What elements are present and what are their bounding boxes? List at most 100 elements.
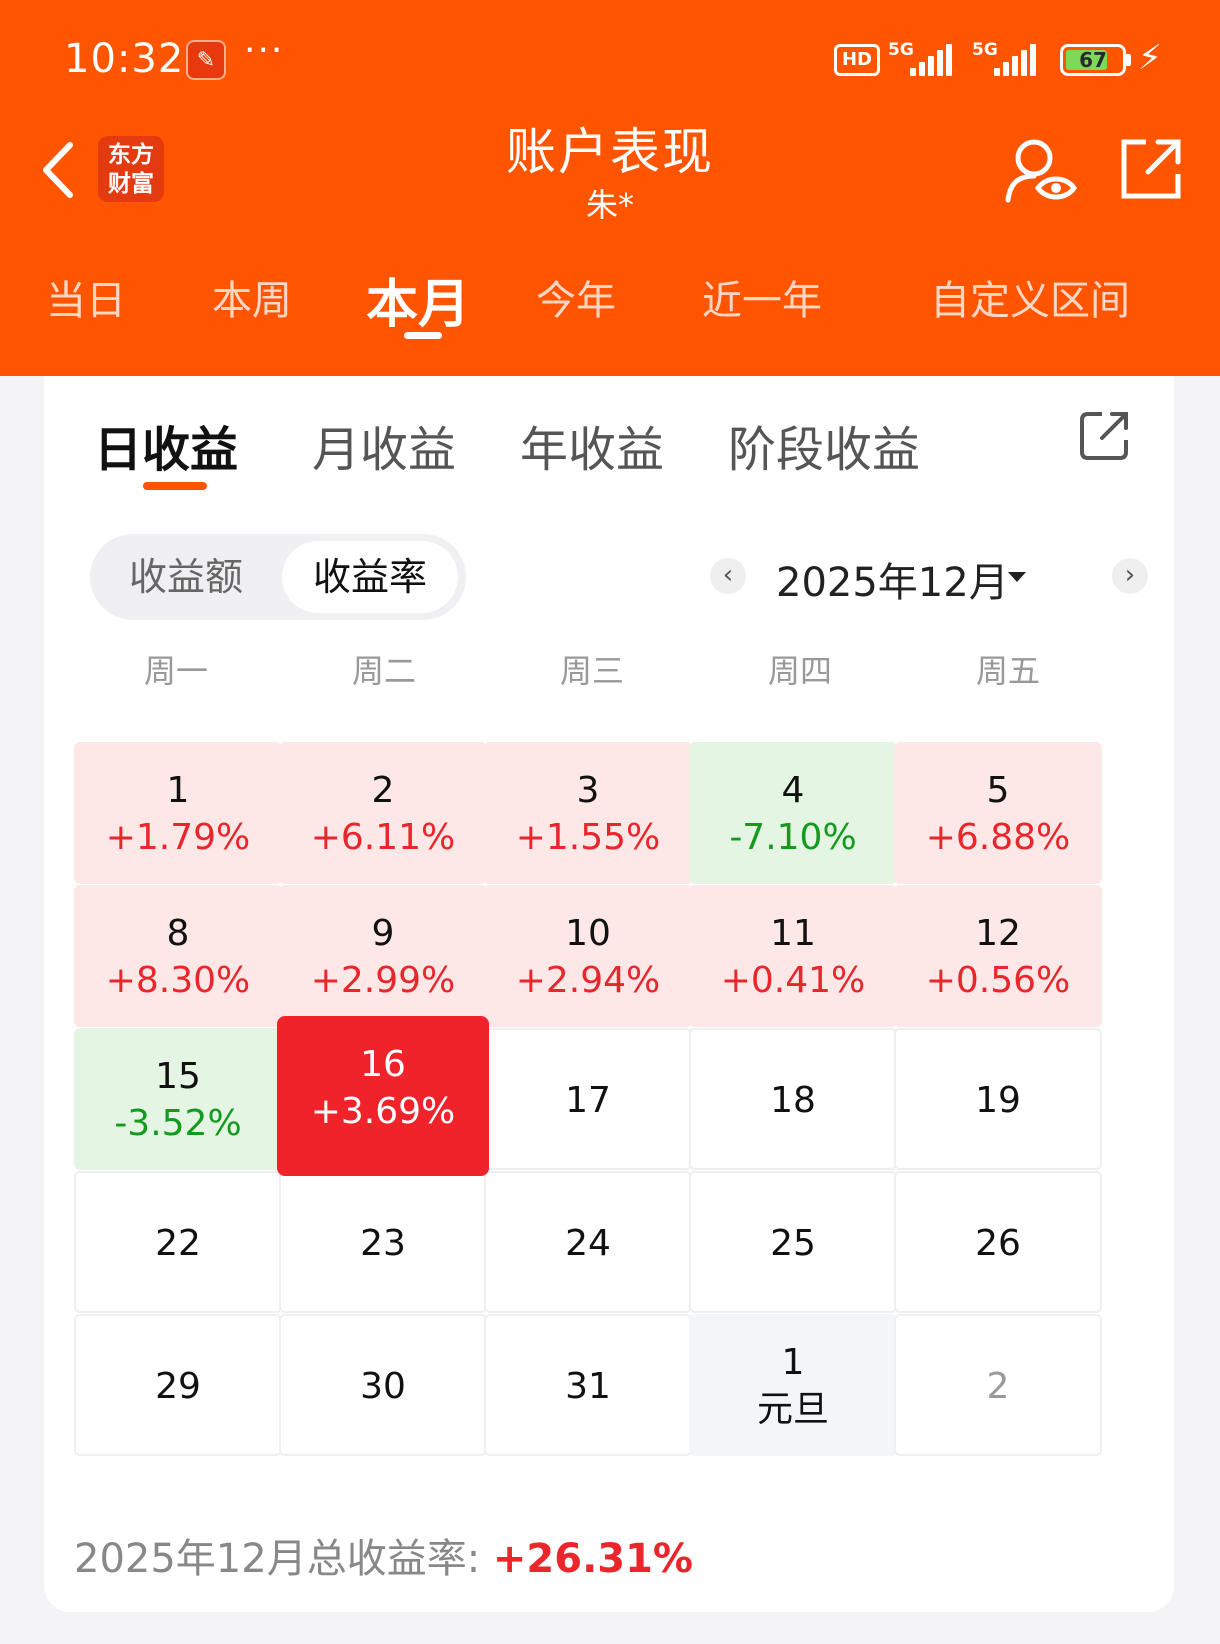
calendar-day-cell[interactable]: 31 — [484, 1314, 692, 1456]
weekday-label: 周二 — [351, 652, 416, 690]
status-time: 10:32 — [64, 36, 185, 82]
weekday-label: 周四 — [767, 652, 832, 690]
tab-this-month[interactable]: 本月 — [366, 275, 471, 335]
app-notification-icon: ✎ — [186, 40, 226, 80]
returns-card: 日收益 月收益 年收益 阶段收益 收益额 收益率 ‹ 2025年12月 › 周一… — [44, 376, 1174, 1612]
status-bar: 10:32 ✎ ··· HD 5G 5G 67 ⚡ — [0, 0, 1220, 120]
day-return-rate: -7.10% — [729, 817, 857, 858]
day-number: 1 — [166, 770, 190, 811]
day-number: 4 — [781, 770, 805, 811]
logo-line1: 东方 — [108, 141, 154, 168]
tab-today[interactable]: 当日 — [46, 278, 126, 324]
calendar-day-cell[interactable]: 4 -7.10% — [689, 742, 897, 884]
day-number: 29 — [155, 1366, 201, 1407]
signal-icon: 5G — [972, 40, 1044, 80]
day-number: 30 — [360, 1366, 406, 1407]
day-return-rate: +0.56% — [925, 960, 1071, 1001]
tab-this-week[interactable]: 本周 — [212, 278, 292, 324]
calendar-day-cell[interactable]: 2 — [894, 1314, 1102, 1456]
signal-icon: 5G — [888, 40, 960, 80]
period-tabs: 当日 本周 本月 今年 近一年 自定义区间 — [0, 262, 1220, 342]
tab-this-year[interactable]: 今年 — [536, 278, 616, 324]
battery-icon: 67 — [1060, 44, 1126, 76]
day-return-rate: +1.55% — [515, 817, 661, 858]
tab-last-year[interactable]: 近一年 — [702, 278, 822, 324]
calendar-day-cell[interactable]: 24 — [484, 1171, 692, 1313]
weekday-header: 周一 周二 周三 周四 周五 — [72, 646, 1146, 690]
tab-yearly-return[interactable]: 年收益 — [520, 422, 665, 478]
share-icon[interactable] — [1118, 136, 1184, 202]
prev-month-icon[interactable]: ‹ — [710, 558, 746, 594]
back-arrow-icon[interactable] — [38, 135, 80, 205]
charging-icon: ⚡ — [1138, 38, 1162, 78]
calendar-day-cell[interactable]: 1 元旦 — [689, 1314, 897, 1456]
day-number: 9 — [371, 913, 395, 954]
weekday-label: 周五 — [975, 652, 1040, 690]
calendar-day-cell[interactable]: 5 +6.88% — [894, 742, 1102, 884]
day-number: 15 — [155, 1056, 201, 1097]
calendar-day-cell[interactable]: 16 +3.69% — [277, 1016, 489, 1176]
day-number: 31 — [565, 1366, 611, 1407]
calendar-day-cell[interactable]: 22 — [74, 1171, 282, 1313]
calendar-day-cell[interactable]: 26 — [894, 1171, 1102, 1313]
weekday-label: 周三 — [559, 652, 624, 690]
holiday-label: 元旦 — [756, 1389, 829, 1430]
calendar-day-cell[interactable]: 19 — [894, 1028, 1102, 1170]
calendar-day-cell[interactable]: 29 — [74, 1314, 282, 1456]
calendar-day-cell[interactable]: 11 +0.41% — [689, 885, 897, 1027]
calendar-day-cell[interactable]: 25 — [689, 1171, 897, 1313]
more-dots-icon: ··· — [244, 30, 285, 71]
day-number: 8 — [166, 913, 190, 954]
tab-period-return[interactable]: 阶段收益 — [728, 422, 921, 478]
calendar-day-cell[interactable]: 2 +6.11% — [279, 742, 487, 884]
metric-toggle: 收益额 收益率 — [90, 534, 466, 620]
calendar-day-cell[interactable]: 10 +2.94% — [484, 885, 692, 1027]
total-return-value: +26.31% — [492, 1536, 694, 1582]
active-tab-indicator — [404, 332, 442, 339]
calendar-day-cell[interactable]: 9 +2.99% — [279, 885, 487, 1027]
day-return-rate: +0.41% — [720, 960, 866, 1001]
logo-line2: 财富 — [108, 170, 154, 197]
tab-daily-return[interactable]: 日收益 — [94, 422, 239, 478]
day-number: 19 — [975, 1080, 1021, 1121]
day-number: 2 — [371, 770, 395, 811]
day-return-rate: +2.94% — [515, 960, 661, 1001]
day-number: 17 — [565, 1080, 611, 1121]
month-navigator: ‹ 2025年12月 › — [710, 536, 1150, 616]
battery-percent: 67 — [1079, 48, 1107, 72]
day-number: 23 — [360, 1223, 406, 1264]
calendar-day-cell[interactable]: 30 — [279, 1314, 487, 1456]
calendar-day-cell[interactable]: 12 +0.56% — [894, 885, 1102, 1027]
page-title: 账户表现 — [506, 123, 714, 181]
day-number: 5 — [986, 770, 1010, 811]
tab-monthly-return[interactable]: 月收益 — [312, 422, 457, 478]
calendar-day-cell[interactable]: 18 — [689, 1028, 897, 1170]
calendar-day-cell[interactable]: 17 — [484, 1028, 692, 1170]
month-selector[interactable]: 2025年12月 — [776, 560, 1009, 606]
calendar-day-cell[interactable]: 23 — [279, 1171, 487, 1313]
day-number: 11 — [770, 913, 816, 954]
user-privacy-eye-icon[interactable] — [1004, 136, 1078, 206]
day-return-rate: +8.30% — [105, 960, 251, 1001]
day-number: 1 — [781, 1342, 805, 1383]
next-month-icon[interactable]: › — [1112, 558, 1148, 594]
share-icon[interactable] — [1078, 408, 1132, 462]
calendar-day-cell[interactable]: 15 -3.52% — [74, 1028, 282, 1170]
tab-custom-range[interactable]: 自定义区间 — [930, 278, 1130, 324]
eastmoney-logo[interactable]: 东方 财富 — [98, 136, 164, 202]
account-name: 朱* — [585, 186, 634, 224]
caret-down-icon[interactable] — [1008, 572, 1026, 582]
calendar-day-cell[interactable]: 8 +8.30% — [74, 885, 282, 1027]
toggle-return-amount[interactable]: 收益额 — [128, 555, 243, 599]
day-number: 22 — [155, 1223, 201, 1264]
day-number: 16 — [360, 1044, 406, 1085]
day-number: 12 — [975, 913, 1021, 954]
calendar-day-cell[interactable]: 1 +1.79% — [74, 742, 282, 884]
day-return-rate: +6.88% — [925, 817, 1071, 858]
calendar-day-cell[interactable]: 3 +1.55% — [484, 742, 692, 884]
day-return-rate: +6.11% — [310, 817, 456, 858]
toggle-return-rate[interactable]: 收益率 — [282, 541, 458, 613]
day-return-rate: +3.69% — [310, 1091, 456, 1132]
total-return-label: 2025年12月总收益率: — [74, 1536, 493, 1582]
day-number: 10 — [565, 913, 611, 954]
